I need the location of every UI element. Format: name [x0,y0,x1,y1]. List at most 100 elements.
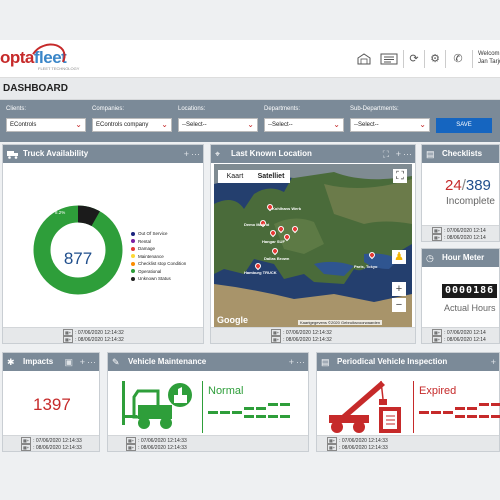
green-pct-label: 91.1% [76,295,89,300]
collision-icon: ✱ [7,357,15,367]
optafleet-logo[interactable]: optafleet [0,48,67,68]
timestamp-text: : 07/06/2020 12:14 [444,228,486,234]
expand-icon[interactable]: ▣ [64,357,73,367]
locations-select[interactable]: --Select-- ⌄ [178,118,258,132]
timestamp-text: : 08/06/2020 12:14:33 [138,445,187,451]
add-icon[interactable]: + [183,149,189,159]
level-bar [479,415,489,418]
add-icon[interactable]: + [288,357,294,367]
user-name: Jan Tarjo [478,59,500,65]
map-attribution[interactable]: Kaartgegevens ©2020 Gebruiksvoorwaarden [298,320,383,325]
legend-swatch [131,254,135,259]
panel-title-text: Impacts [23,357,54,366]
legend-item[interactable]: Checklist stop Condition [131,261,186,266]
legend-label: Out Of Service [138,231,168,236]
refresh-icon[interactable]: ⟳ [409,53,419,65]
clients-select[interactable]: EControls ⌄ [6,118,86,132]
timestamp-to: ▦+: 08/06/2020 12:14 [432,234,486,241]
gear-icon[interactable]: ⚙ [430,53,440,65]
zoom-in-button[interactable]: + [392,282,406,296]
chevron-down-icon: ⌄ [247,120,254,129]
chevron-down-icon: ⌄ [75,120,82,129]
more-icon[interactable]: ··· [191,149,200,159]
pin-label: Paris, Tokyo [354,264,378,269]
add-icon[interactable]: + [79,357,85,367]
level-bar [419,411,429,414]
pin-label: Hamburg TRUCK [244,270,277,275]
hour-meter-panel: Hour Meter ◷ 0000186 Actual Hours ▦+: 07… [421,248,500,344]
more-icon[interactable]: ··· [296,357,305,367]
checklists-title: Checklists [422,145,499,163]
timestamp-text: : 07/06/2020 12:14:33 [339,438,388,444]
panel-footer: ▦+: 07/06/2020 12:14:33 ▦+: 08/06/2020 1… [317,435,499,451]
level-bar [208,411,218,414]
welcome-user[interactable]: Welcom Jan Tarjo [478,50,500,66]
level-bar [479,403,489,406]
save-button[interactable]: SAVE [436,118,492,133]
calendar-from-icon: ▦+ [432,329,443,336]
logo-tagline: FLEET TECHNOLOGY [38,66,80,71]
legend-item[interactable]: Unknown Status [131,276,171,281]
level-bar [268,415,278,418]
subdepartments-select[interactable]: --Select-- ⌄ [350,118,430,132]
phone-icon[interactable]: ✆ [453,53,463,65]
tab-satellite[interactable]: Satelliet [252,170,290,183]
list-icon[interactable] [380,53,398,65]
tab-map[interactable]: Kaart [218,170,252,183]
map-marker-icon: ⌖ [215,149,221,159]
legend-item[interactable]: Out Of Service [131,231,168,236]
add-icon[interactable]: + [490,357,496,367]
more-icon[interactable]: ··· [87,357,96,367]
chevron-down-icon: ⌄ [333,120,340,129]
legend-label: Checklist stop Condition [138,261,187,266]
checklists-count: 24/389 [445,177,491,194]
periodical-inspection-divider [413,381,414,433]
wrench-icon: ✎ [112,357,120,367]
calendar-to-icon: ▦+ [327,444,338,451]
crane-icon [329,380,401,433]
calendar-to-icon: ▦+ [432,234,443,241]
map-fullscreen-icon[interactable]: ⛶ [393,169,407,183]
header-divider [403,50,404,68]
header-divider [424,50,425,68]
calendar-from-icon: ▦+ [327,437,338,444]
truck-availability-panel: Truck Availability + ··· 877 8.2% 91.1% … [2,144,204,344]
panel-footer: ▦+: 07/06/2020 12:14:33 ▦+: 08/06/2020 1… [3,435,99,451]
zoom-out-button[interactable]: − [392,298,406,312]
panel-footer: ▦+: 07/06/2020 12:14 ▦+: 08/06/2020 12:1… [422,225,499,241]
header-divider [445,50,446,68]
checklists-separator: / [461,177,466,194]
location-map[interactable]: Kaart Satelliet ⛶ ♟ + − Kohlhans Werk De… [214,164,412,328]
legend-item[interactable]: Maintenance [131,254,164,259]
fullscreen-icon[interactable]: ⛶ [382,149,389,159]
more-icon[interactable]: ··· [403,149,412,159]
legend-item[interactable]: Damage [131,246,155,251]
departments-select[interactable]: --Select-- ⌄ [264,118,344,132]
locations-label: Locations: [178,106,206,112]
timestamp-text: : 07/06/2020 12:14:32 [283,330,332,336]
companies-select[interactable]: EControls company ⌄ [92,118,172,132]
forklift-icon [122,381,192,429]
legend-label: Maintenance [138,253,164,259]
add-icon[interactable]: + [395,149,401,159]
warehouse-icon[interactable] [357,53,371,65]
legend-item[interactable]: Rental [131,239,151,244]
level-bar [256,407,266,410]
timestamp-from: ▦+: 07/06/2020 12:14 [432,329,486,336]
panel-footer: ▦+: 07/06/2020 12:14 ▦+: 08/06/2020 12:1… [422,327,499,343]
pin-label: Demo Madrid [244,222,270,227]
timestamp-text: : 08/06/2020 12:14 [444,235,486,241]
welcome-text: Welcom [478,51,500,57]
panel-title-text: Vehicle Maintenance [128,357,207,366]
pegman-icon[interactable]: ♟ [392,250,406,264]
periodical-inspection-panel: Periodical Vehicle Inspection ▤ + Expire… [316,352,500,452]
calendar-from-icon: ▦+ [63,329,74,336]
last-known-location-panel: Last Known Location ⌖ ⛶ + ··· Kaart Sate… [210,144,416,344]
level-bar [431,411,441,414]
legend-swatch [131,261,135,266]
legend-item[interactable]: Operational [131,269,161,274]
level-bar [491,415,500,418]
subdepartments-value: --Select-- [354,122,379,128]
panel-title-text: Checklists [442,149,483,158]
timestamp-from: ▦+: 07/06/2020 12:14:33 [21,437,82,444]
